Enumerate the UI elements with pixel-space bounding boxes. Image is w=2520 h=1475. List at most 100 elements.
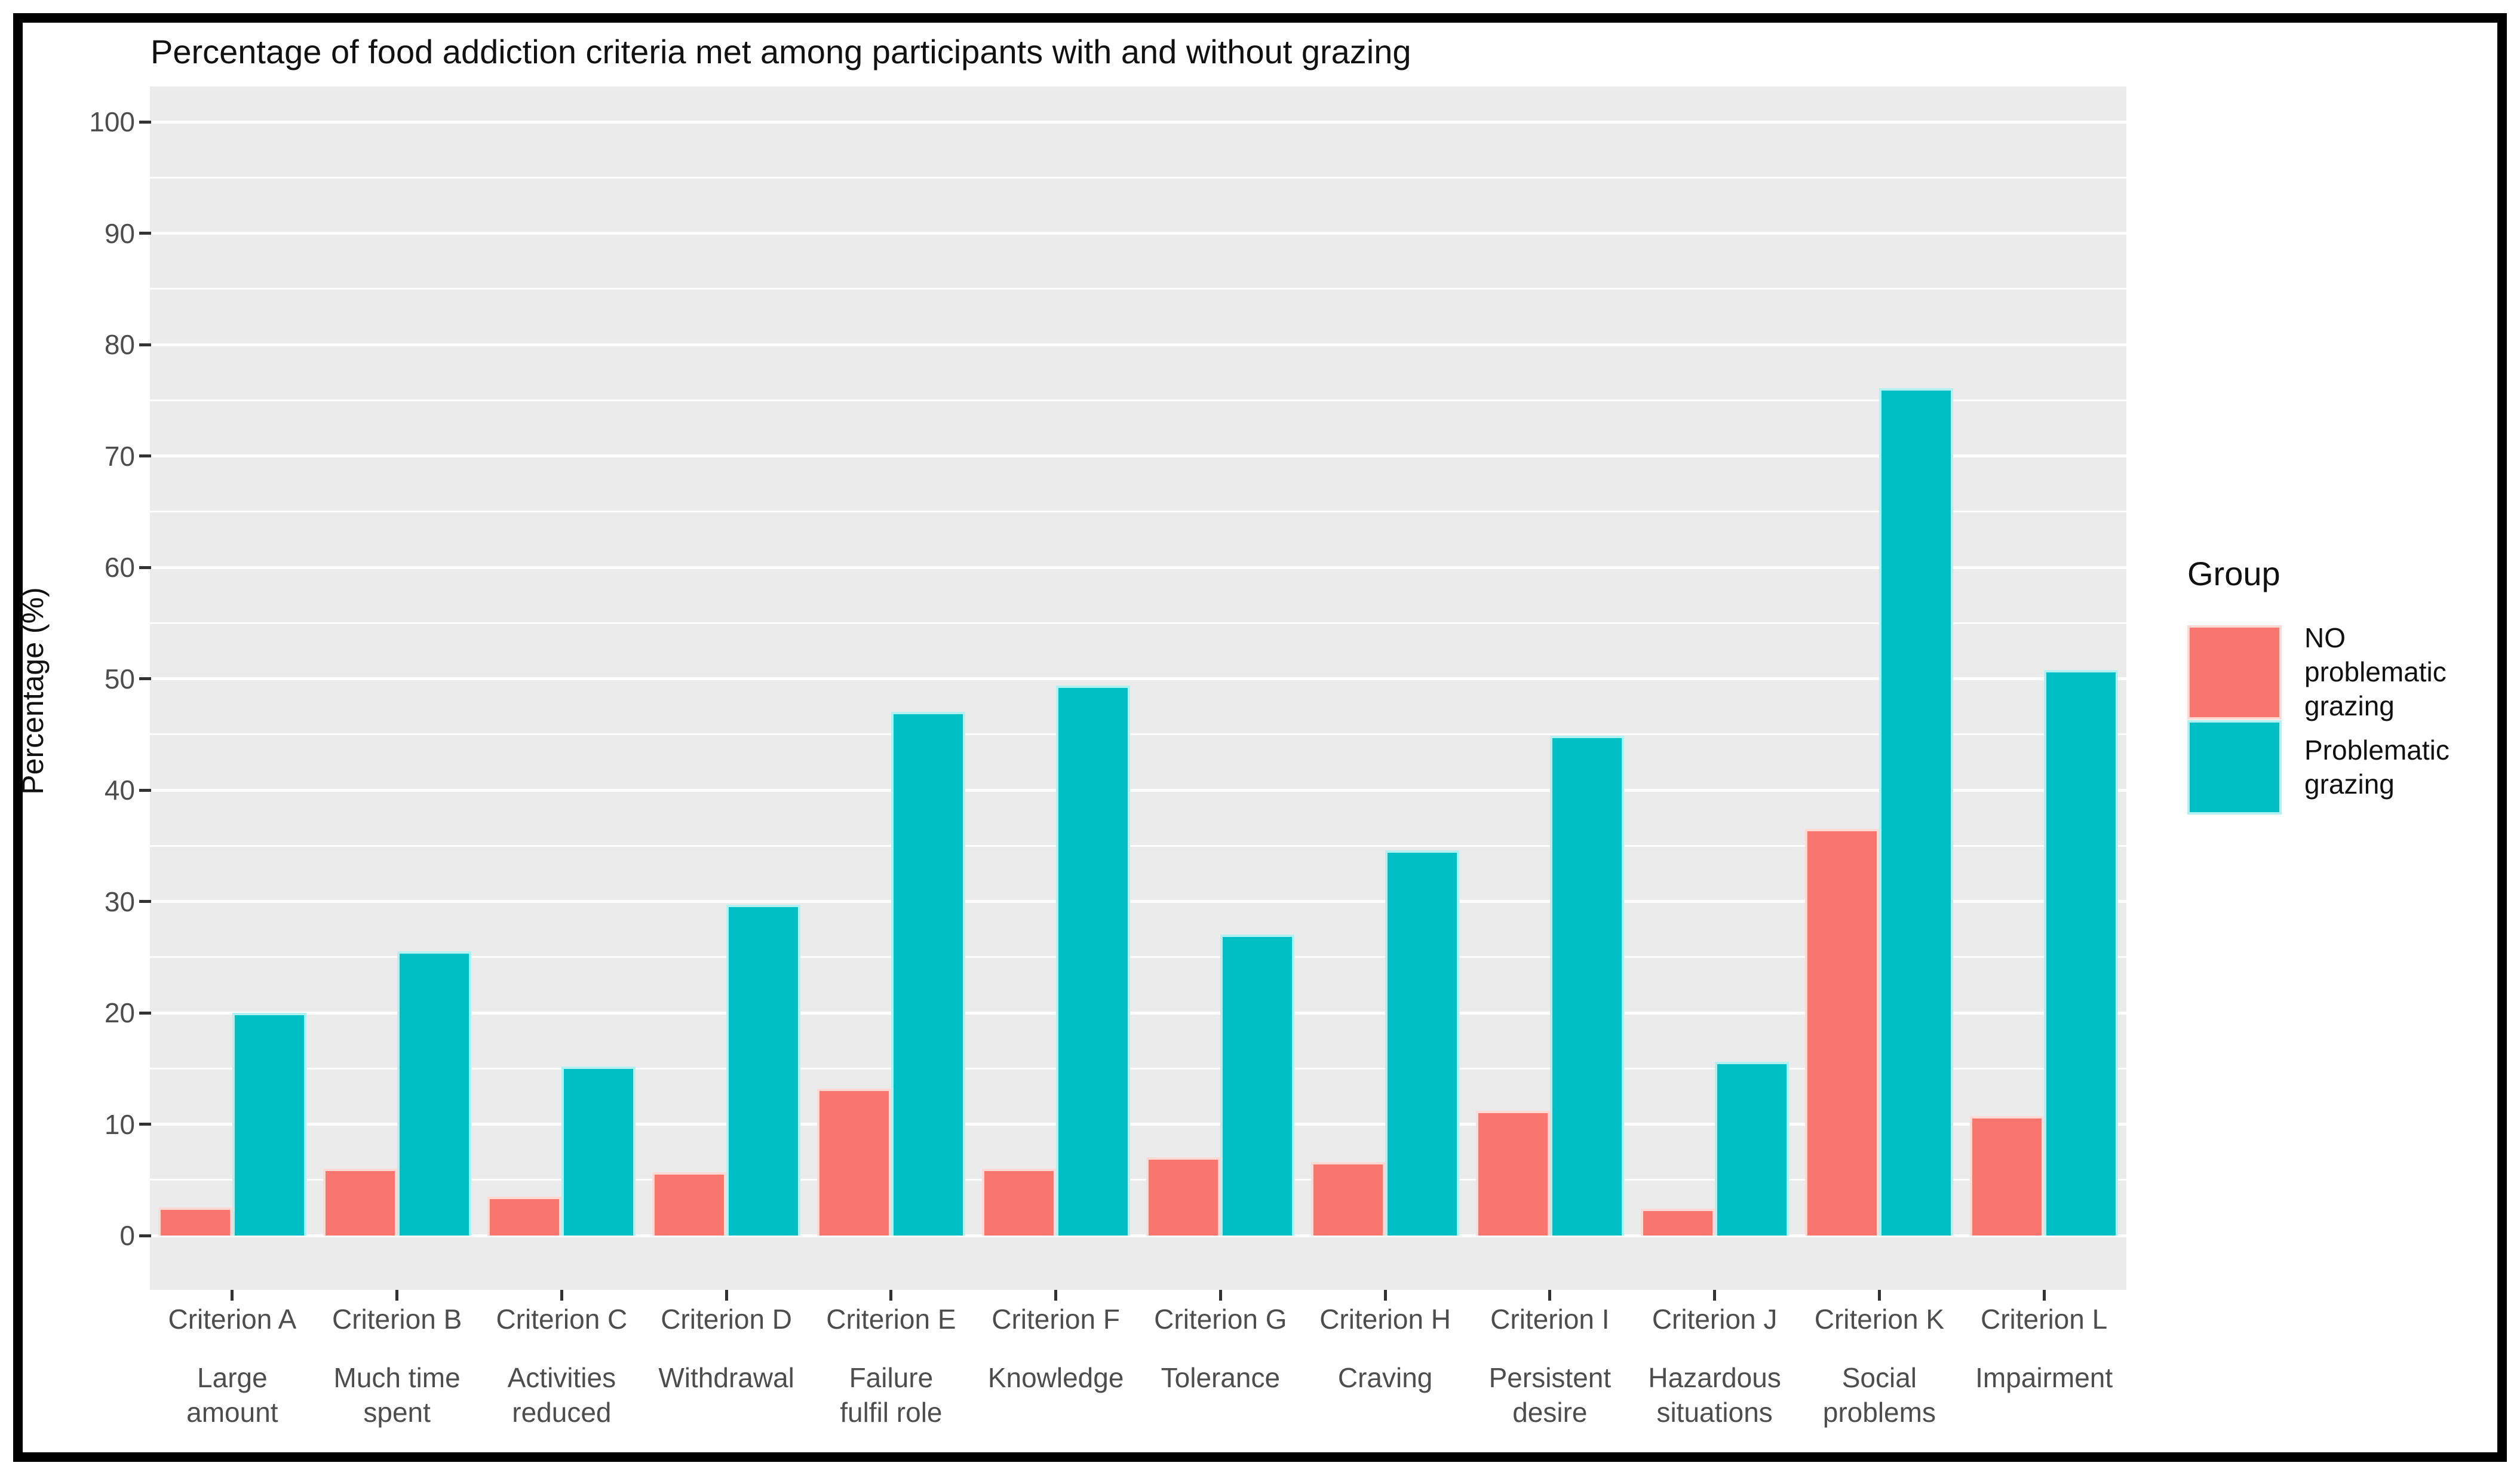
major-gridline [150,454,2126,457]
bar-grazing-6 [1055,685,1130,1236]
y-tick-label: 10 [104,1108,135,1140]
x-tick-mark [1218,1290,1222,1301]
x-category-sublabel: Knowledge [987,1362,1124,1393]
legend-label-1: NO problematic grazing [2304,622,2447,721]
minor-gridline [150,956,2126,958]
legend-swatch-1 [2187,625,2282,720]
x-category-sublabel: Much time spent [333,1362,461,1428]
y-tick-label: 60 [104,552,135,583]
bar-grazing-11 [1879,388,1954,1236]
x-tick-mark [2042,1290,2046,1301]
bar-no-grazing-12 [1970,1116,2045,1236]
x-tick-mark [231,1290,234,1301]
y-tick-label: 90 [104,217,135,249]
minor-gridline [150,733,2126,736]
y-tick-mark [139,900,151,903]
y-tick-label: 20 [104,997,135,1028]
x-tick-label: Criterion I [1490,1304,1610,1335]
major-gridline [150,343,2126,346]
y-tick-label: 50 [104,663,135,695]
minor-gridline [150,399,2126,401]
major-gridline [150,120,2126,124]
x-tick-mark [395,1290,399,1301]
x-tick-label: Criterion J [1652,1304,1778,1335]
x-tick-label: Criterion A [168,1304,297,1335]
x-tick-label: Criterion D [661,1304,793,1335]
bar-no-grazing-6 [981,1169,1056,1236]
major-gridline [150,1234,2126,1237]
x-tick-mark [560,1290,563,1301]
major-gridline [150,788,2126,792]
minor-gridline [150,288,2126,290]
minor-gridline [150,1179,2126,1181]
y-tick-mark [139,1123,151,1126]
bar-no-grazing-4 [652,1172,727,1236]
x-category-sublabel: Social problems [1822,1362,1936,1428]
x-category-sublabel: Craving [1337,1362,1433,1393]
x-tick-mark [1713,1290,1717,1301]
x-tick-mark [1383,1290,1387,1301]
x-tick-label: Criterion K [1814,1304,1945,1335]
x-tick-mark [889,1290,893,1301]
major-gridline [150,232,2126,235]
y-tick-mark [139,454,151,457]
minor-gridline [150,1067,2126,1070]
y-tick-mark [139,1234,151,1237]
x-tick-label: Criterion G [1154,1304,1287,1335]
bar-grazing-9 [1549,735,1624,1236]
legend-label-2: Problematic grazing [2304,735,2450,800]
x-tick-label: Criterion H [1319,1304,1451,1335]
bar-grazing-2 [397,951,471,1236]
plot-panel [150,87,2126,1290]
y-tick-mark [139,677,151,680]
bar-no-grazing-8 [1311,1161,1386,1236]
y-tick-mark [139,1011,151,1015]
bar-grazing-4 [726,905,801,1236]
x-category-sublabel: Large amount [186,1362,278,1428]
bar-grazing-8 [1385,850,1460,1236]
major-gridline [150,900,2126,903]
bar-no-grazing-5 [817,1088,891,1236]
x-category-sublabel: Hazardous situations [1648,1362,1781,1428]
minor-gridline [150,176,2126,179]
x-tick-label: Criterion L [1981,1304,2108,1335]
bar-no-grazing-2 [323,1169,397,1236]
y-tick-mark [139,566,151,569]
bar-no-grazing-3 [487,1196,562,1236]
x-tick-label: Criterion C [496,1304,628,1335]
y-tick-label: 70 [104,440,135,472]
x-category-sublabel: Impairment [1975,1362,2113,1393]
major-gridline [150,677,2126,680]
x-tick-label: Criterion B [332,1304,462,1335]
y-tick-mark [139,788,151,792]
bar-no-grazing-7 [1146,1157,1221,1236]
chart-title: Percentage of food addiction criteria me… [151,33,1411,70]
y-tick-label: 100 [89,106,135,137]
major-gridline [150,1123,2126,1126]
bar-grazing-7 [1220,935,1295,1236]
minor-gridline [150,511,2126,513]
bar-no-grazing-9 [1475,1111,1550,1236]
y-tick-label: 0 [119,1220,135,1251]
x-tick-mark [1877,1290,1881,1301]
y-tick-label: 30 [104,886,135,917]
bar-grazing-10 [1714,1062,1789,1236]
bar-grazing-12 [2044,669,2119,1236]
x-tick-mark [1054,1290,1058,1301]
y-tick-label: 80 [104,329,135,360]
major-gridline [150,566,2126,569]
y-tick-mark [139,120,151,124]
bar-no-grazing-10 [1640,1209,1715,1236]
bar-grazing-3 [561,1066,636,1236]
bar-grazing-1 [232,1013,306,1236]
y-tick-mark [139,343,151,346]
minor-gridline [150,622,2126,624]
legend-title: Group [2187,555,2280,592]
x-category-sublabel: Activities reduced [507,1362,616,1428]
legend-swatch-2 [2187,720,2282,815]
x-tick-mark [725,1290,728,1301]
legend-entry-1: NO problematic grazing [2187,621,2447,723]
x-tick-label: Criterion E [826,1304,956,1335]
x-category-sublabel: Persistent desire [1488,1362,1612,1428]
legend-entry-2: Problematic grazing [2187,720,2450,815]
